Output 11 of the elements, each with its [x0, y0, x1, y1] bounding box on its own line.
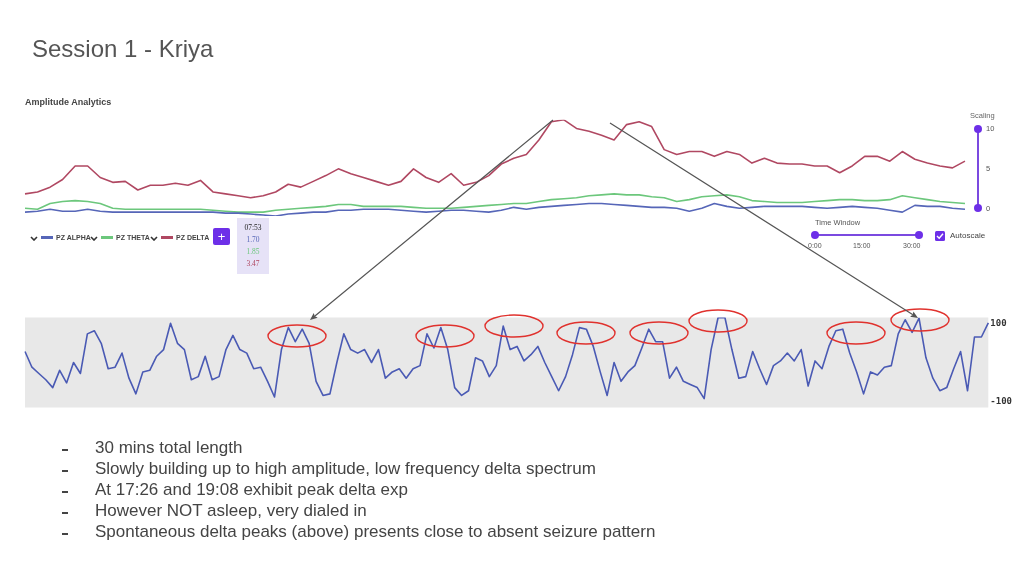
text: Autoscale: [950, 231, 986, 240]
y-tick-label: 100: [990, 317, 1007, 328]
text: 30 mins total length: [95, 438, 243, 458]
text: At 17:26 and 19:08 exhibit peak delta exp: [95, 480, 408, 500]
text: However NOT asleep, very dialed in: [95, 501, 367, 521]
text: +: [213, 228, 230, 245]
chart-title: Amplitude Analytics: [25, 96, 112, 107]
text: Slowly building up to high amplitude, low frequency delta spectrum: [95, 459, 596, 479]
y-tick-label: -100: [990, 396, 1013, 407]
text: Session 1 - Kriya: [32, 35, 214, 63]
text: Spontaneous delta peaks (above) presents close to absent seizure pattern: [95, 522, 656, 542]
